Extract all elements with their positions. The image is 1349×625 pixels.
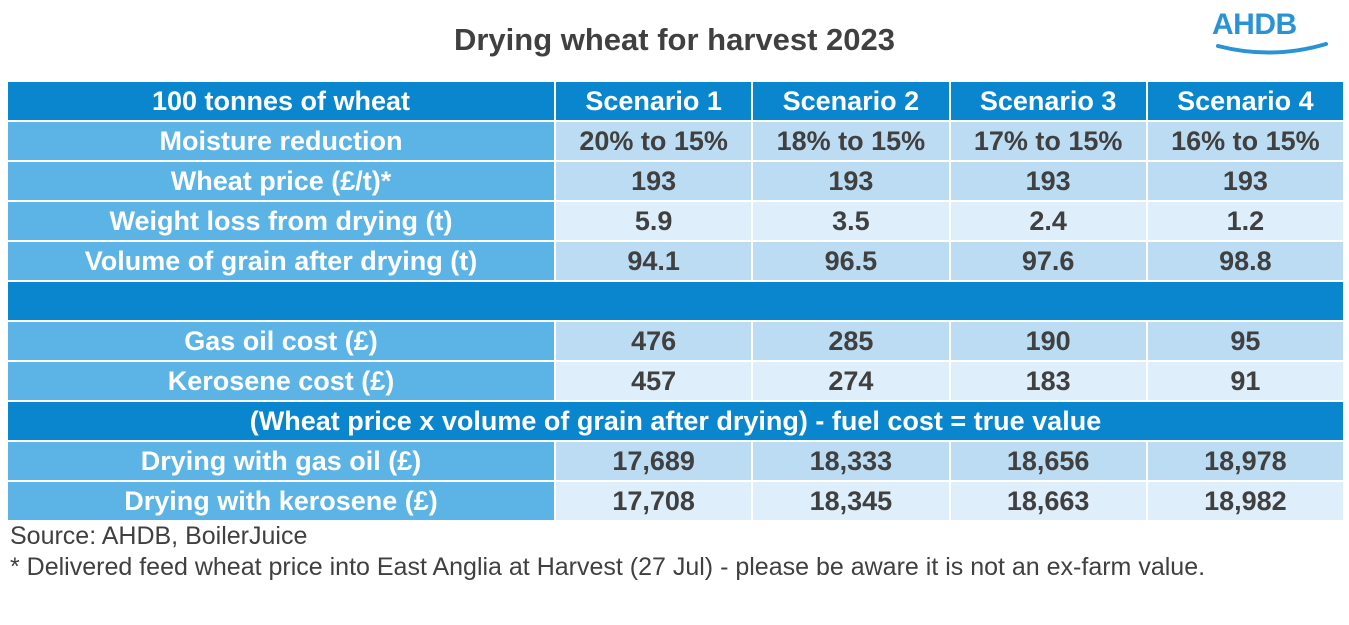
table-cell: 1.2 [1145, 200, 1346, 242]
table-cell: 193 [553, 160, 754, 202]
table-cell: 97.6 [948, 240, 1148, 282]
table-cell: 476 [553, 320, 754, 362]
logo-wordmark: AHDB [1212, 8, 1297, 41]
table-cell: 18,663 [948, 480, 1148, 522]
table-cell: 17,689 [553, 440, 754, 482]
table-row: Volume of grain after drying (t) 94.1 96… [6, 240, 1346, 282]
table-cell: 18,656 [948, 440, 1148, 482]
table-cell: 91 [1145, 360, 1346, 402]
source-note: Source: AHDB, BoilerJuice [10, 522, 308, 550]
table-row: Gas oil cost (£) 476 285 190 95 [6, 320, 1346, 362]
table-cell: 285 [751, 320, 951, 362]
table-cell: 18,978 [1145, 440, 1346, 482]
table-cell: 190 [948, 320, 1148, 362]
table-cell: 96.5 [751, 240, 951, 282]
table-cell: 183 [948, 360, 1148, 402]
table-cell: 193 [751, 160, 951, 202]
table-row: Weight loss from drying (t) 5.9 3.5 2.4 … [6, 200, 1346, 242]
logo-swoosh-icon [1216, 42, 1328, 55]
footnote: * Delivered feed wheat price into East A… [10, 553, 1206, 581]
ahdb-logo: AHDB [1212, 8, 1330, 60]
table-cell: 18,982 [1145, 480, 1346, 522]
table-row: Wheat price (£/t)* 193 193 193 193 [6, 160, 1346, 202]
table-cell: 20% to 15% [553, 120, 754, 162]
table-header-row: 100 tonnes of wheat Scenario 1 Scenario … [6, 80, 1346, 122]
table-cell: 16% to 15% [1145, 120, 1346, 162]
row-label: Wheat price (£/t)* [6, 160, 556, 202]
separator-band [6, 280, 1345, 322]
row-label: Gas oil cost (£) [6, 320, 556, 362]
table-cell: 193 [948, 160, 1148, 202]
row-label: Drying with gas oil (£) [6, 440, 556, 482]
page-title: Drying wheat for harvest 2023 [453, 22, 896, 57]
table-cell: 5.9 [553, 200, 754, 242]
header-cell: Scenario 2 [751, 80, 951, 122]
table-row: Drying with kerosene (£) 17,708 18,345 1… [6, 480, 1346, 522]
table-cell: 3.5 [751, 200, 951, 242]
table-cell: 95 [1145, 320, 1346, 362]
table-cell: 18% to 15% [751, 120, 951, 162]
formula-band-row: (Wheat price x volume of grain after dry… [6, 400, 1345, 442]
row-label: Moisture reduction [6, 120, 556, 162]
header-cell: 100 tonnes of wheat [6, 80, 556, 122]
row-label: Volume of grain after drying (t) [6, 240, 556, 282]
table-cell: 17% to 15% [948, 120, 1148, 162]
header-cell: Scenario 3 [948, 80, 1148, 122]
table-cell: 18,333 [751, 440, 951, 482]
row-label: Kerosene cost (£) [6, 360, 556, 402]
table-cell: 98.8 [1145, 240, 1346, 282]
row-label: Weight loss from drying (t) [6, 200, 556, 242]
table-cell: 2.4 [948, 200, 1148, 242]
formula-text: (Wheat price x volume of grain after dry… [6, 400, 1345, 442]
table-cell: 193 [1145, 160, 1346, 202]
separator-band-row [6, 280, 1345, 322]
drying-cost-table: 100 tonnes of wheat Scenario 1 Scenario … [6, 80, 1346, 522]
notes: Source: AHDB, BoilerJuice * Delivered fe… [10, 521, 1340, 583]
header-cell: Scenario 4 [1145, 80, 1346, 122]
table-row: Kerosene cost (£) 457 274 183 91 [6, 360, 1346, 402]
row-label: Drying with kerosene (£) [6, 480, 556, 522]
table-cell: 274 [751, 360, 951, 402]
header-cell: Scenario 1 [553, 80, 754, 122]
table-cell: 457 [553, 360, 754, 402]
table-cell: 18,345 [751, 480, 951, 522]
table-cell: 94.1 [553, 240, 754, 282]
table-row: Moisture reduction 20% to 15% 18% to 15%… [6, 120, 1346, 162]
table-row: Drying with gas oil (£) 17,689 18,333 18… [6, 440, 1346, 482]
table-cell: 17,708 [553, 480, 754, 522]
